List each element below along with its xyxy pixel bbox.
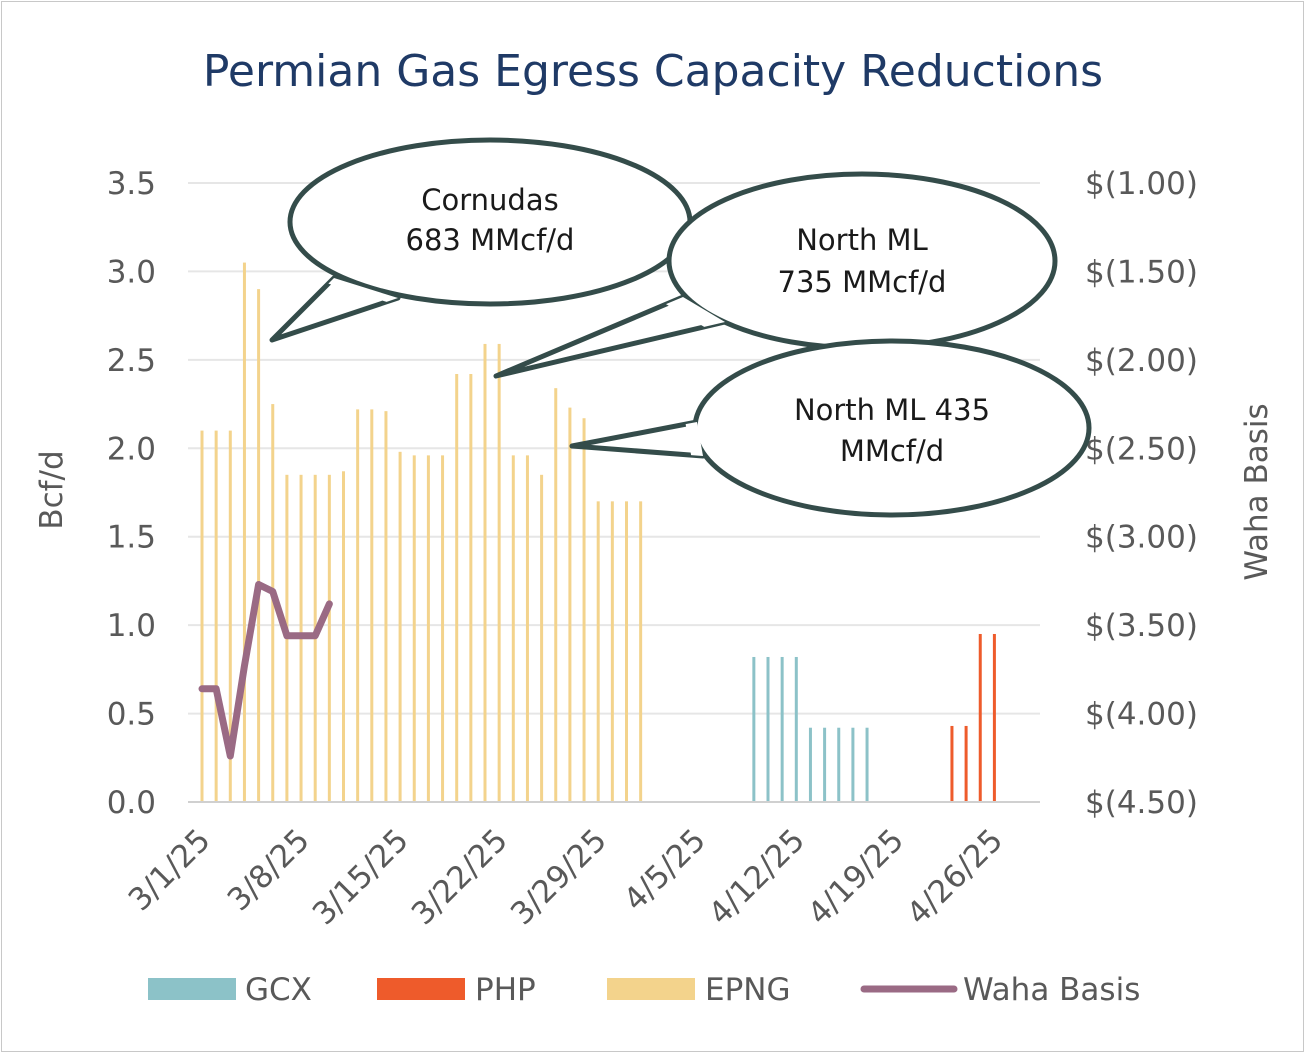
- x-tick-label: 3/29/25: [504, 822, 614, 932]
- x-tick-label: 3/8/25: [221, 822, 317, 918]
- legend-label: GCX: [245, 972, 312, 1008]
- x-tick-label: 3/22/25: [405, 822, 515, 932]
- bar-epng: [257, 289, 261, 803]
- callout-ellipse: [692, 338, 1092, 518]
- y2-axis-title: Waha Basis: [1239, 403, 1275, 580]
- y-tick-label: 3.0: [107, 254, 156, 290]
- legend: GCX PHP EPNG Waha Basis: [148, 972, 1140, 1008]
- bar-epng: [497, 343, 501, 802]
- bar-gcx: [823, 727, 827, 802]
- bars: [200, 262, 996, 803]
- bar-gcx: [766, 656, 770, 802]
- bar-epng: [625, 501, 628, 802]
- y-tick-label: 2.0: [107, 431, 156, 467]
- x-tick-label: 4/26/25: [900, 822, 1010, 932]
- bar-epng: [554, 388, 558, 802]
- y2-tick-label: $(4.50): [1085, 785, 1198, 821]
- callout-text: Cornudas: [421, 183, 558, 217]
- bar-epng: [384, 411, 388, 802]
- callout-bubble: North ML 735 MMcf/d: [493, 171, 1058, 379]
- x-tick-label: 3/15/25: [306, 822, 416, 932]
- x-tick-label: 4/5/25: [617, 822, 713, 918]
- chart-title: Permian Gas Egress Capacity Reductions: [203, 46, 1103, 97]
- callout-text: MMcf/d: [840, 434, 944, 468]
- y-tick-label: 2.5: [107, 343, 156, 379]
- bar-epng: [525, 455, 529, 802]
- bar-php: [950, 725, 954, 802]
- bar-gcx: [808, 727, 812, 802]
- y-tick-label: 1.0: [107, 608, 156, 644]
- callout-text: 683 MMcf/d: [406, 223, 575, 257]
- callout-ellipse: [287, 137, 693, 307]
- bar-epng: [271, 404, 275, 802]
- bar-gcx: [794, 656, 798, 802]
- bar-epng: [511, 455, 515, 802]
- bar-epng: [200, 430, 204, 802]
- y2-tick-label: $(3.50): [1085, 608, 1198, 644]
- bar-gcx: [752, 656, 756, 802]
- bar-epng: [412, 455, 416, 802]
- bar-gcx: [837, 727, 841, 802]
- bar-epng: [610, 501, 614, 802]
- callout-text: North ML 435: [794, 393, 990, 427]
- bar-epng: [327, 474, 331, 802]
- waha-basis-line-layer: [198, 580, 333, 760]
- bar-epng: [426, 455, 430, 802]
- bar-epng: [469, 374, 473, 802]
- bar-epng: [441, 455, 445, 802]
- bar-epng: [398, 451, 402, 802]
- bar-epng: [214, 430, 218, 802]
- y-tick-label: 3.5: [107, 166, 156, 202]
- legend-swatch-epng: [607, 978, 695, 1000]
- bar-epng: [342, 471, 345, 802]
- waha-basis-line: [198, 580, 333, 760]
- y-axis-title: Bcf/d: [34, 450, 70, 529]
- bar-epng: [582, 418, 586, 802]
- bar-epng: [596, 501, 600, 802]
- legend-label: PHP: [475, 972, 536, 1008]
- bar-php: [992, 633, 996, 802]
- callout-bubble: Cornudas 683 MMcf/d: [269, 137, 693, 343]
- bar-epng: [228, 430, 232, 802]
- y2-tick-label: $(3.00): [1085, 520, 1198, 556]
- y2-tick-label: $(4.00): [1085, 697, 1198, 733]
- bar-epng: [242, 262, 246, 803]
- callout-seam: [666, 297, 725, 327]
- y2-tick-label: $(1.50): [1085, 254, 1198, 290]
- legend-label: EPNG: [705, 972, 791, 1008]
- x-tick-label: 4/19/25: [801, 822, 911, 932]
- bar-epng: [540, 474, 544, 802]
- callout-text: 735 MMcf/d: [778, 265, 947, 299]
- y-tick-label: 0.0: [107, 785, 156, 821]
- y-tick-label: 1.5: [107, 520, 156, 556]
- y-tick-label: 0.5: [107, 697, 156, 733]
- bar-epng: [356, 409, 360, 802]
- y2-tick-label: $(2.00): [1085, 343, 1198, 379]
- bar-epng: [455, 374, 459, 802]
- bar-gcx: [865, 727, 869, 802]
- legend-swatch-php: [377, 978, 465, 1000]
- bar-gcx: [780, 656, 784, 802]
- x-tick-label: 3/1/25: [122, 822, 218, 918]
- bar-epng: [639, 501, 643, 802]
- bar-php: [964, 725, 968, 802]
- bar-epng: [370, 409, 374, 802]
- y2-tick-label: $(1.00): [1085, 166, 1198, 202]
- bar-epng: [568, 407, 572, 802]
- callout-tail: [569, 419, 706, 459]
- legend-swatch-gcx: [148, 978, 236, 1000]
- y2-tick-label: $(2.50): [1085, 431, 1198, 467]
- callout-seam: [328, 278, 398, 302]
- bar-epng: [483, 343, 487, 802]
- bar-gcx: [851, 727, 855, 802]
- callout-seam: [685, 422, 703, 456]
- legend-label: Waha Basis: [963, 972, 1140, 1008]
- callout-ellipse: [666, 171, 1058, 351]
- callout-text: North ML: [796, 223, 928, 257]
- callout-bubble: North ML 435 MMcf/d: [569, 338, 1092, 518]
- x-tick-label: 4/12/25: [702, 822, 812, 932]
- bar-php: [978, 633, 982, 802]
